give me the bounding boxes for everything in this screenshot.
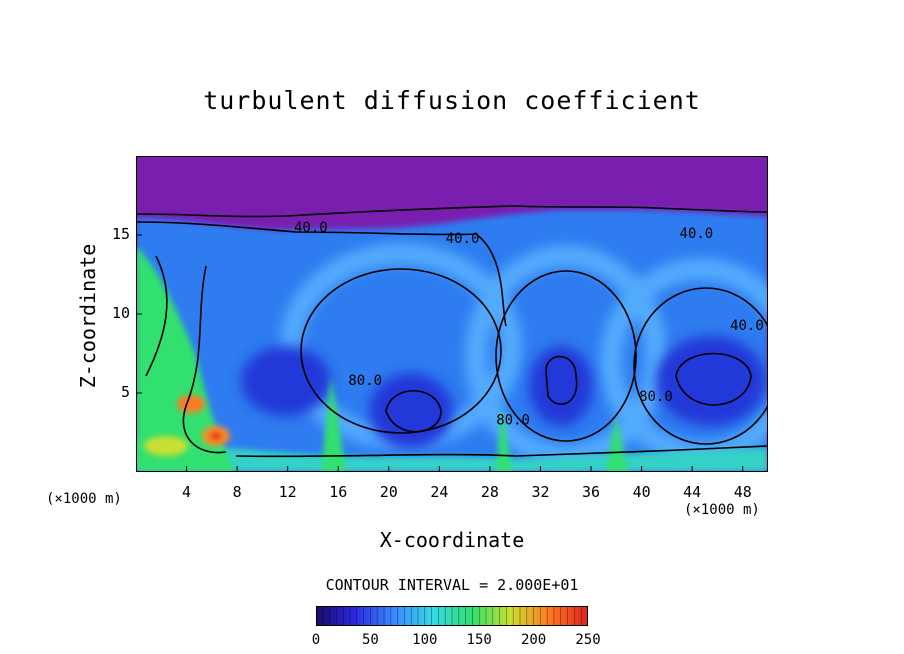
plume-3	[606, 416, 628, 472]
x-tick-label: 8	[232, 483, 242, 501]
heatmap-plot-area: 40.0 40.0 40.0 40.0 80.0 80.0 80.0	[136, 156, 768, 472]
x-tick-label: 4	[182, 483, 192, 501]
x-tick-label: 12	[278, 483, 297, 501]
contour-top-edge-2	[136, 221, 507, 327]
contour-top-edge	[136, 205, 768, 218]
contour-eddy-mid	[495, 270, 637, 442]
colorbar-tick-label: 0	[311, 632, 321, 648]
eddy-core-3	[656, 336, 766, 426]
contour-value-label: 40.0	[730, 318, 764, 334]
x-tick-label: 16	[329, 483, 348, 501]
contour-eddy-right	[633, 287, 768, 445]
colorbar-tick-label: 50	[361, 632, 379, 648]
chart-title: turbulent diffusion coefficient	[203, 86, 701, 115]
colorbar-tick-label: 100	[412, 632, 438, 648]
contour-value-label: 40.0	[294, 220, 328, 236]
x-tick-label: 44	[683, 483, 702, 501]
contour-vortex-left	[145, 255, 168, 377]
x-tick-label: 20	[379, 483, 398, 501]
hotspot-1	[177, 395, 205, 413]
x-axis-label: X-coordinate	[379, 528, 525, 552]
contour-eddy-left	[300, 268, 502, 434]
x-tick-label: 36	[582, 483, 601, 501]
contour-core-2	[545, 355, 578, 405]
eddy-ring-mid	[465, 245, 667, 467]
colorbar-tick-label: 250	[575, 632, 601, 648]
contour-core-1	[385, 389, 442, 433]
contour-core-3	[675, 352, 752, 406]
eddy-core-4	[241, 346, 331, 416]
hotspot-3	[210, 432, 222, 440]
contour-interval-label: CONTOUR INTERVAL = 2.000E+01	[325, 576, 579, 594]
x-tick-label: 28	[480, 483, 499, 501]
colorbar-tick-label: 200	[520, 632, 547, 648]
y-axis-label: Z-coordinate	[76, 243, 100, 389]
plume-1	[321, 376, 346, 472]
contour-plume-left	[182, 265, 227, 454]
hotspot-4	[144, 436, 188, 456]
colorbar	[316, 606, 588, 626]
x-tick-label: 32	[531, 483, 550, 501]
eddy-core-1	[369, 373, 453, 449]
eddy-core-2	[529, 346, 593, 426]
contour-value-label: 80.0	[496, 413, 530, 429]
x-axis-unit-right: (×1000 m)	[684, 502, 760, 518]
contour-value-label: 40.0	[446, 231, 480, 247]
colorbar-tick-label: 150	[466, 632, 492, 648]
x-axis-unit-left: (×1000 m)	[46, 491, 122, 507]
contour-bottom	[235, 445, 768, 458]
x-tick-label: 48	[733, 483, 752, 501]
contour-value-label: 40.0	[680, 226, 714, 242]
contour-value-label: 80.0	[348, 373, 382, 389]
contour-value-label: 80.0	[639, 389, 673, 405]
x-tick-label: 40	[632, 483, 651, 501]
y-tick-label: 15	[111, 225, 130, 243]
x-tick-label: 24	[430, 483, 449, 501]
plume-4	[136, 246, 236, 472]
y-tick-label: 5	[120, 383, 130, 401]
y-tick-label: 10	[111, 304, 130, 322]
